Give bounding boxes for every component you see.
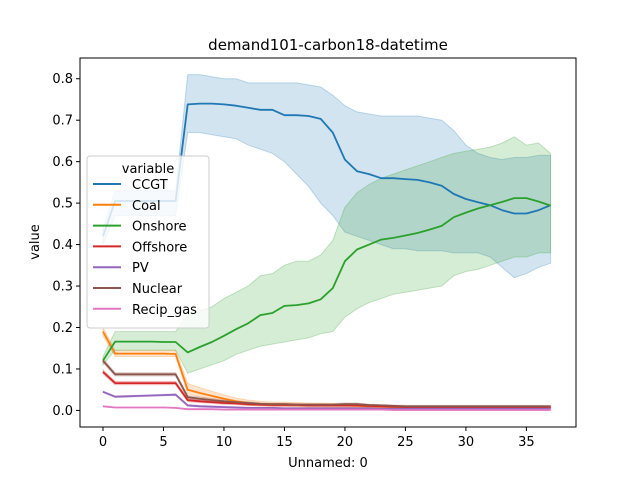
y-tick-label: 0.4 (52, 238, 73, 253)
legend-label-coal: Coal (132, 199, 161, 214)
legend-label-recip-gas: Recip_gas (132, 303, 197, 318)
x-axis-title: Unnamed: 0 (288, 456, 368, 471)
legend-label-nuclear: Nuclear (132, 282, 183, 297)
plot-area (79, 57, 577, 428)
plot-frame (79, 57, 577, 428)
x-tick-label: 15 (276, 435, 293, 450)
legend-title: variable (122, 162, 174, 177)
x-tick-label: 35 (518, 435, 535, 450)
y-axis: 0.0 0.1 0.2 0.3 0.4 0.5 0.6 0.7 0.8 (52, 72, 80, 419)
legend-items: CCGT Coal Onshore Offshore PV Nuclear Recip_ga… (93, 178, 197, 318)
x-tick-label: 5 (159, 435, 167, 450)
y-tick-label: 0.3 (52, 280, 73, 295)
y-tick-label: 0.5 (52, 197, 73, 212)
series-line-pv (102, 390, 551, 410)
legend-box (86, 155, 210, 329)
series-line-nuclear (102, 360, 551, 408)
x-axis: 0 5 10 15 20 25 30 35 (99, 427, 535, 450)
y-axis-title: value (28, 224, 43, 260)
y-tick-label: 0.1 (52, 362, 73, 377)
legend-label-offshore: Offshore (132, 240, 187, 255)
y-tick-label: 0.0 (52, 404, 73, 419)
y-tick-label: 0.2 (52, 321, 73, 336)
y-tick-label: 0.7 (52, 114, 73, 129)
series-line-onshore (102, 197, 551, 362)
series-line-recip-gas (102, 405, 551, 411)
legend: variable CCGT Coal Onshore Offshore PV Nuclea… (86, 155, 210, 329)
x-tick-label: 25 (397, 435, 414, 450)
y-tick-label: 0.6 (52, 155, 73, 170)
y-tick-label: 0.8 (52, 72, 73, 87)
x-tick-label: 0 (99, 435, 107, 450)
legend-label-onshore: Onshore (132, 220, 187, 235)
legend-label-ccgt: CCGT (132, 178, 168, 193)
x-tick-label: 20 (337, 435, 354, 450)
x-tick-label: 10 (216, 435, 233, 450)
legend-label-pv: PV (132, 261, 149, 276)
chart-title: demand101-carbon18-datetime (208, 36, 448, 54)
band-onshore (102, 136, 552, 374)
series-line-offshore (102, 371, 551, 408)
x-tick-label: 30 (458, 435, 475, 450)
